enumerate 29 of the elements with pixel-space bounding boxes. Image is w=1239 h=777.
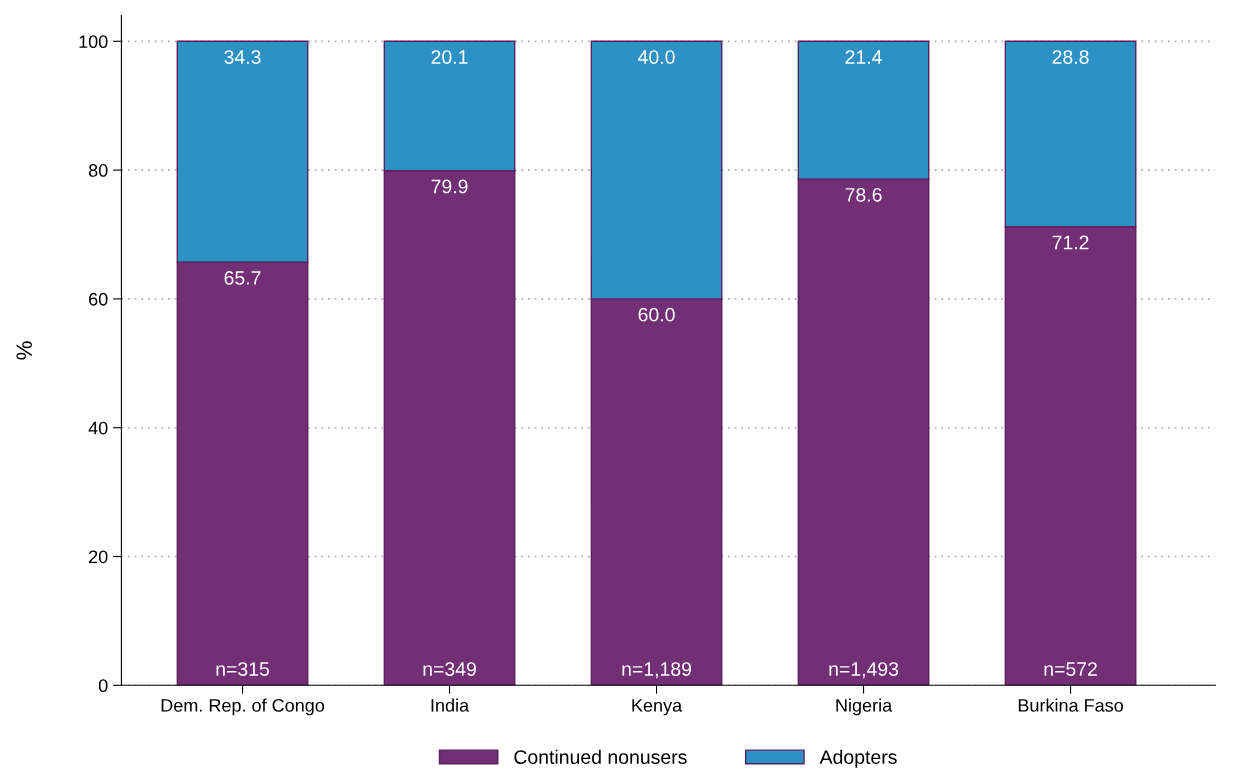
data-label: 79.9 bbox=[431, 179, 468, 194]
y-tick-label: 100 bbox=[79, 35, 108, 49]
y-tick-label: 0 bbox=[98, 679, 108, 693]
x-tick-label: Burkina Faso bbox=[1018, 698, 1123, 712]
data-label: 65.7 bbox=[224, 271, 261, 285]
legend-label: Adopters bbox=[819, 749, 897, 768]
x-tick-label: Nigeria bbox=[836, 698, 893, 716]
data-label: 60.0 bbox=[638, 307, 675, 322]
annotation: n=572 bbox=[1044, 662, 1097, 676]
data-label: 20.1 bbox=[431, 50, 468, 64]
y-tick-label: 20 bbox=[89, 550, 108, 564]
x-tick-label: Dem. Rep. of Congo bbox=[161, 698, 325, 716]
data-label: 34.3 bbox=[224, 50, 261, 64]
data-label: 21.4 bbox=[845, 50, 882, 64]
data-label: 71.2 bbox=[1052, 235, 1089, 250]
data-label: 40.0 bbox=[638, 50, 675, 64]
y-axis-title: % bbox=[16, 341, 32, 360]
y-tick-label: 60 bbox=[89, 292, 108, 306]
x-tick-label: Kenya bbox=[632, 699, 683, 716]
data-label: 28.8 bbox=[1052, 50, 1089, 64]
legend-label: Continued nonusers bbox=[514, 749, 687, 764]
annotation: n=1,189 bbox=[622, 662, 692, 679]
annotation: n=315 bbox=[216, 662, 270, 676]
y-tick-label: 80 bbox=[88, 164, 108, 177]
annotation: n=1,493 bbox=[829, 662, 899, 679]
data-label: 78.6 bbox=[845, 187, 882, 202]
x-tick-label: India bbox=[431, 698, 470, 712]
y-tick-label: 40 bbox=[88, 421, 108, 435]
annotation: n=349 bbox=[423, 662, 476, 676]
